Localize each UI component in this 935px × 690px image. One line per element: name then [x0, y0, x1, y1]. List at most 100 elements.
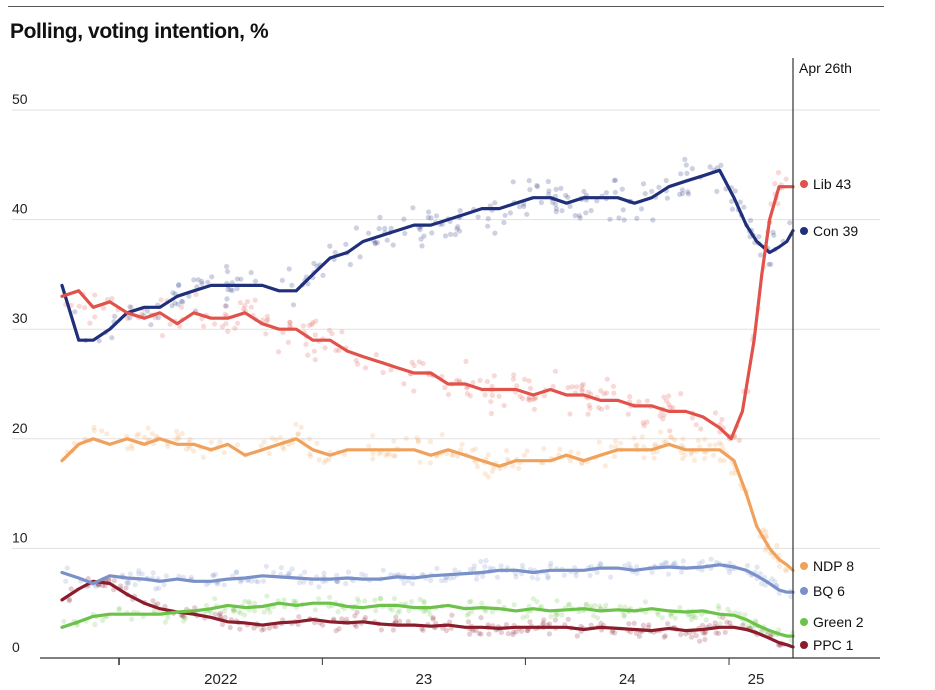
poll-dot-con — [347, 261, 353, 268]
poll-dot-ppc — [378, 627, 384, 633]
poll-dot-lib — [109, 296, 115, 302]
poll-dot-ndp — [516, 465, 522, 472]
poll-dot-ppc — [118, 583, 124, 589]
poll-dot-ppc — [354, 609, 360, 615]
poll-dot-green — [597, 603, 603, 609]
poll-dot-ppc — [697, 638, 703, 644]
poll-dot-bq — [237, 579, 243, 585]
poll-dot-ppc — [212, 611, 219, 617]
poll-dot-ndp — [417, 459, 423, 465]
poll-dot-green — [776, 627, 782, 633]
poll-dot-ndp — [688, 451, 694, 457]
poll-dot-con — [357, 254, 363, 260]
poll-dot-green — [391, 595, 398, 602]
poll-dot-ndp — [651, 455, 657, 461]
poll-dot-con — [616, 215, 622, 221]
poll-dot-lib — [526, 378, 532, 384]
poll-dot-green — [92, 622, 98, 628]
poll-dot-bq — [156, 585, 162, 591]
poll-dot-lib — [678, 391, 684, 397]
poll-dot-lib — [625, 411, 631, 417]
poll-dot-ndp — [191, 448, 197, 454]
poll-dot-bq — [487, 565, 493, 571]
poll-dot-bq — [769, 576, 775, 582]
poll-dot-con — [650, 217, 656, 223]
poll-dot-con — [433, 213, 440, 219]
poll-dot-ndp — [293, 421, 299, 427]
poll-dot-ndp — [165, 443, 171, 449]
poll-dot-bq — [161, 582, 167, 588]
poll-dot-con — [366, 230, 372, 236]
legend-label-ppc: PPC 1 — [813, 637, 854, 653]
poll-dot-bq — [260, 578, 267, 584]
poll-dot-green — [583, 601, 590, 607]
poll-dot-bq — [316, 584, 322, 590]
poll-dot-green — [524, 613, 530, 620]
poll-dot-con — [534, 182, 540, 189]
poll-dot-lib — [225, 328, 231, 334]
poll-dot-con — [758, 252, 764, 258]
poll-dot-con — [553, 205, 560, 212]
poll-dot-ndp — [682, 452, 688, 458]
poll-dot-lib — [569, 384, 575, 390]
poll-dot-lib — [212, 321, 218, 327]
poll-dot-con — [234, 276, 240, 282]
poll-dot-ppc — [700, 630, 706, 636]
poll-dot-lib — [552, 368, 559, 374]
poll-dot-lib — [287, 323, 293, 329]
poll-dot-con — [552, 201, 559, 207]
poll-dot-bq — [597, 560, 604, 567]
poll-dot-ppc — [476, 631, 482, 637]
poll-dot-con — [517, 204, 523, 210]
poll-dot-ndp — [179, 431, 185, 437]
poll-dot-lib — [311, 348, 317, 354]
poll-dot-con — [718, 162, 724, 168]
poll-dot-bq — [253, 578, 259, 584]
poll-dot-con — [572, 213, 578, 219]
poll-dot-ppc — [693, 633, 699, 639]
poll-dot-con — [127, 315, 133, 321]
poll-dot-green — [356, 599, 362, 605]
poll-dot-ppc — [443, 627, 450, 634]
poll-dot-ndp — [613, 444, 619, 450]
poll-dot-green — [594, 615, 601, 621]
poll-dot-green — [566, 602, 572, 608]
y-tick-label-0: 0 — [12, 639, 20, 655]
poll-dot-ndp — [774, 542, 780, 549]
poll-dot-con — [72, 309, 78, 315]
poll-dot-ppc — [181, 613, 187, 619]
poll-dot-con — [565, 194, 571, 200]
poll-dot-ppc — [470, 628, 476, 634]
poll-dot-con — [766, 261, 772, 267]
poll-dot-green — [698, 611, 705, 617]
poll-dot-ndp — [376, 451, 382, 457]
poll-dot-lib — [353, 357, 359, 364]
poll-dot-ppc — [179, 613, 185, 619]
poll-dot-lib — [522, 376, 528, 382]
poll-dot-ppc — [546, 631, 553, 637]
poll-dot-ppc — [420, 627, 426, 633]
poll-dot-lib — [610, 383, 617, 389]
poll-dot-green — [520, 614, 526, 621]
poll-dot-lib — [265, 317, 271, 323]
poll-dot-bq — [136, 568, 142, 574]
poll-dot-lib — [263, 331, 269, 337]
poll-dot-green — [327, 594, 333, 600]
poll-dot-ndp — [613, 438, 619, 444]
x-tick-label-23: 23 — [416, 671, 433, 688]
poll-dot-bq — [594, 569, 600, 576]
poll-dot-ndp — [652, 441, 658, 447]
poll-dot-ppc — [486, 631, 492, 637]
poll-dot-ndp — [760, 527, 766, 533]
poll-dot-con — [588, 208, 594, 214]
poll-dot-con — [707, 164, 713, 170]
poll-dot-lib — [467, 393, 473, 399]
poll-dot-ndp — [99, 428, 105, 434]
poll-dot-ppc — [683, 631, 689, 637]
poll-dot-green — [181, 618, 187, 624]
poll-dot-green — [231, 608, 237, 615]
poll-dot-green — [421, 600, 427, 606]
poll-dot-green — [165, 615, 171, 621]
poll-dot-lib — [604, 390, 610, 396]
poll-dot-ppc — [237, 626, 243, 632]
